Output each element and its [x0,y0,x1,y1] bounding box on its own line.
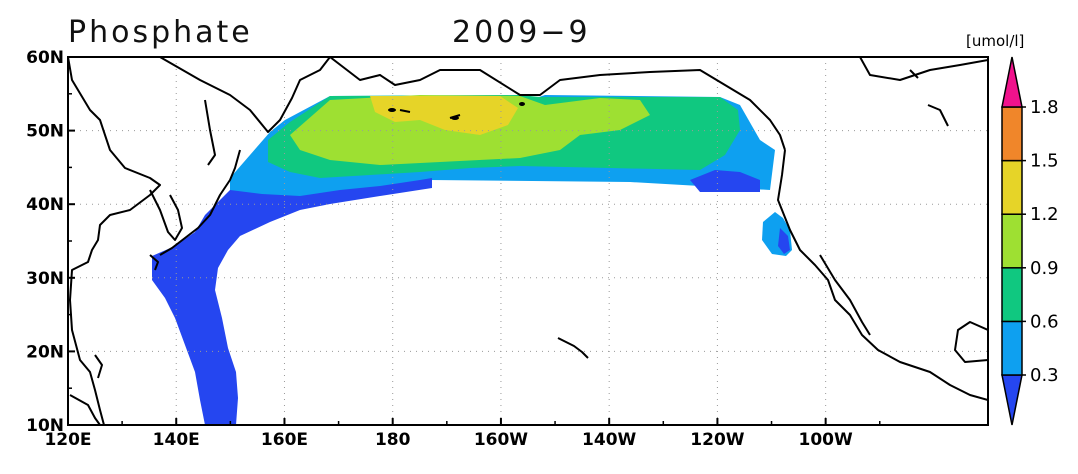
colorbar-label: 0.9 [1030,258,1059,279]
coast-korea [149,189,183,241]
coast-asia [68,57,161,425]
lon-tick-label: 140E [153,430,200,450]
lon-tick-label: 140W [582,430,636,450]
field-patch-east [690,170,760,192]
coast-north-america [777,149,988,401]
field-band-1.2-1.5 [370,96,518,135]
map-grid [68,57,988,425]
colorbar-label: 1.8 [1030,97,1059,118]
phosphate-field [152,95,792,425]
coast-baja [819,254,871,336]
island-marks [388,102,525,120]
axis-ticks: 120E 140E 160E 180 160W 140W 120W 100W 60N 50N 40N… [26,48,881,450]
colorbar-swatch [1001,267,1023,323]
coast-alaska [329,57,786,151]
map-title: Phosphate [68,15,253,50]
lon-tick-label: 180 [375,430,411,450]
colorbar: 0.3 0.6 0.9 1.2 1.5 1.8 [1001,56,1059,426]
colorbar-units: [umol/l] [966,32,1024,50]
field-patch-california-core [778,228,790,254]
colorbar-swatch-min [1001,374,1023,426]
lat-tick-label: 50N [26,122,64,142]
colorbar-swatch-max [1001,56,1023,108]
colorbar-swatch [1001,320,1023,376]
lon-tick-label: 120E [44,430,91,450]
lat-tick-label: 10N [26,416,64,436]
lat-tick-label: 20N [26,342,64,362]
field-band-below-0.3 [152,178,432,425]
lat-tick-label: 40N [26,195,64,215]
map-date: 2009−9 [452,15,591,50]
lon-tick-label: 160E [261,430,308,450]
coast-philippines [69,394,101,425]
colorbar-swatch [1001,159,1023,215]
colorbar-label: 1.2 [1030,204,1059,225]
colorbar-swatch [1001,106,1023,162]
lat-tick-label: 60N [26,48,64,68]
coast-sakhalin [204,99,216,166]
coastlines [68,57,988,425]
coast-kamchatka [159,57,331,133]
lon-tick-label: 160W [474,430,528,450]
lat-tick-label: 30N [26,269,64,289]
coast-gulf-mexico [954,321,988,363]
coast-arctic-islands [909,69,949,127]
colorbar-label: 0.3 [1030,365,1059,386]
colorbar-label: 0.6 [1030,311,1059,332]
coast-taiwan [94,354,103,379]
coast-kyushu [149,254,159,271]
coast-japan [159,149,241,256]
coast-hawaii [557,337,589,359]
colorbar-label: 1.5 [1030,151,1059,172]
colorbar-swatch [1001,213,1023,269]
plot-area [68,57,988,425]
lon-tick-label: 100W [799,430,853,450]
lon-tick-label: 120W [690,430,744,450]
